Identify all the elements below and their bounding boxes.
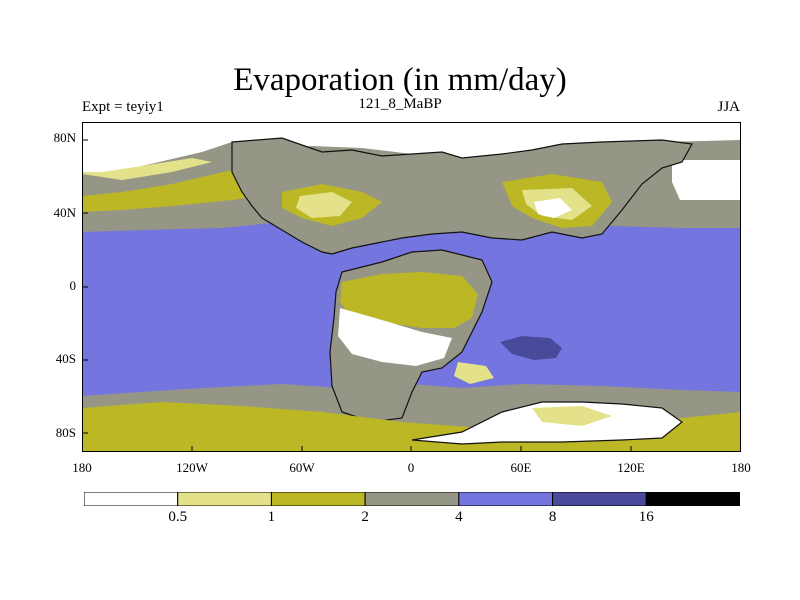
colorbar-swatch bbox=[177, 492, 272, 506]
colorbar-swatch bbox=[84, 492, 179, 506]
lat-label-80s: 80S bbox=[55, 425, 76, 440]
season-label: JJA bbox=[717, 99, 740, 115]
axis-ticks bbox=[82, 139, 632, 452]
lon-label-180w: 180 bbox=[72, 460, 92, 475]
experiment-label: Expt = teyiy1 bbox=[82, 99, 164, 115]
north-ocean-yellow bbox=[82, 164, 282, 212]
pacific-north-white bbox=[672, 160, 741, 200]
colorbar-swatch bbox=[552, 492, 647, 506]
colorbar-swatch bbox=[645, 492, 740, 506]
asia-dry bbox=[534, 198, 572, 218]
colorbar-swatch bbox=[270, 492, 366, 506]
arctic-white bbox=[82, 122, 741, 172]
colorbar-label: 2 bbox=[361, 509, 369, 525]
colorbar-label: 16 bbox=[638, 509, 654, 525]
lon-label-180e: 180 bbox=[731, 460, 751, 475]
lon-label-60w: 60W bbox=[289, 460, 315, 475]
plot-title: Evaporation (in mm/day) bbox=[233, 62, 567, 98]
south-continent-yellow bbox=[340, 272, 478, 328]
south-continent-dry bbox=[338, 308, 452, 366]
north-ocean-light bbox=[82, 158, 212, 180]
lat-label-40s: 40S bbox=[55, 351, 76, 366]
colorbar-label: 0.5 bbox=[168, 509, 188, 525]
antarctic-dry bbox=[411, 401, 684, 445]
south-continent-light bbox=[454, 362, 494, 384]
lon-label-0: 0 bbox=[407, 460, 415, 475]
evaporation-map bbox=[82, 122, 741, 452]
lon-label-120e: 120E bbox=[617, 460, 645, 475]
north-continent-light bbox=[296, 192, 352, 218]
antarctic-light bbox=[532, 406, 612, 426]
colorbar-label: 4 bbox=[455, 509, 463, 525]
colorbar-swatch bbox=[458, 492, 554, 506]
period-label: 121_8_MaBP bbox=[358, 96, 442, 112]
lat-label-80n: 80N bbox=[53, 130, 76, 145]
lat-label-0: 0 bbox=[69, 278, 77, 293]
lat-label-40n: 40N bbox=[53, 205, 76, 220]
peak-evaporation bbox=[500, 336, 562, 360]
colorbar-label: 8 bbox=[548, 509, 557, 525]
colorbar-swatch bbox=[364, 492, 460, 506]
colorbar bbox=[84, 492, 740, 506]
lon-label-120w: 120W bbox=[176, 460, 208, 475]
colorbar-label: 1 bbox=[267, 509, 276, 525]
lon-label-60e: 60E bbox=[510, 460, 532, 475]
